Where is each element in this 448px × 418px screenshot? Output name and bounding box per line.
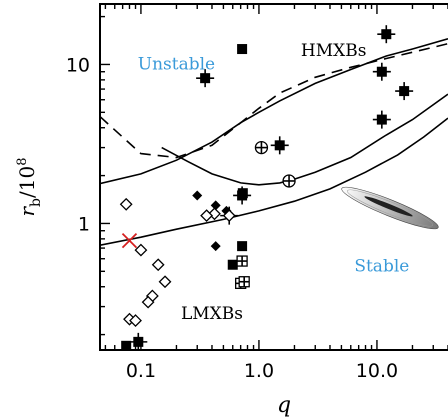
curve-dashed-0 [100,42,448,159]
open-diamond-point-1 [134,243,148,257]
x-axis-label: q [277,393,291,418]
filled-diamond-point-0 [192,190,203,201]
annotation-hmxbs: HMXBs [301,41,367,61]
filled-square-errorbar-point-0 [196,69,215,88]
open-circle-plus-point-1 [282,174,296,188]
filled-square-point-1 [237,44,248,55]
filled-square-errorbar-point-1 [233,186,252,205]
filled-square-errorbar-point-5 [377,25,396,44]
x-tick-label-1.0: 1.0 [244,360,274,382]
plot-content [100,25,448,350]
filled-square-errorbar-point-3 [372,110,391,129]
plot-frame [99,3,448,351]
y-tick-label-10: 10 [66,54,90,76]
open-diamond-point-7 [129,314,142,327]
filled-square-errorbar-point-7 [129,332,148,350]
open-diamond-point-8 [208,207,221,221]
y-tick-label-1: 1 [78,213,90,235]
annotation-stable: Stable [354,256,409,276]
open-circle-plus-point-0 [254,140,269,155]
curve-solid-1 [100,38,448,185]
open-diamond-errorbar-point-0 [220,206,239,225]
open-square-plus-point-2 [238,276,250,288]
filled-square-errorbar-point-4 [372,62,391,81]
open-diamond-point-2 [151,258,165,272]
open-diamond-point-3 [158,275,172,289]
filled-diamond-point-1 [210,200,221,211]
disc-core [364,196,413,217]
binary-system-illustration [341,186,439,230]
x-tick-label-0.1: 0.1 [126,360,156,382]
x-tick-label-10.0: 10.0 [356,360,398,382]
curve-solid-3 [100,117,448,246]
filled-square-errorbar-point-6 [395,82,414,101]
y-axis-label: rb/108 [15,158,44,217]
disc-ring [347,189,433,227]
annotation-unstable: Unstable [138,54,215,74]
open-diamond-point-9 [200,209,213,223]
open-square-plus-point-0 [236,255,248,267]
red-cross-point-0 [121,232,138,249]
curve-solid-2 [161,93,448,186]
axis-ticks [100,4,448,350]
filled-square-point-2 [237,241,248,252]
filled-square-point-0 [121,340,132,350]
annotation-lmxbs: LMXBs [181,304,243,324]
open-diamond-point-5 [141,295,155,309]
filled-square-point-4 [227,259,238,270]
open-diamond-point-0 [119,197,133,211]
tick-labels: 0.1 1.0 10.0 1 10 [66,54,398,382]
filled-square-errorbar-point-2 [270,136,289,155]
filled-diamond-point-2 [210,241,221,252]
